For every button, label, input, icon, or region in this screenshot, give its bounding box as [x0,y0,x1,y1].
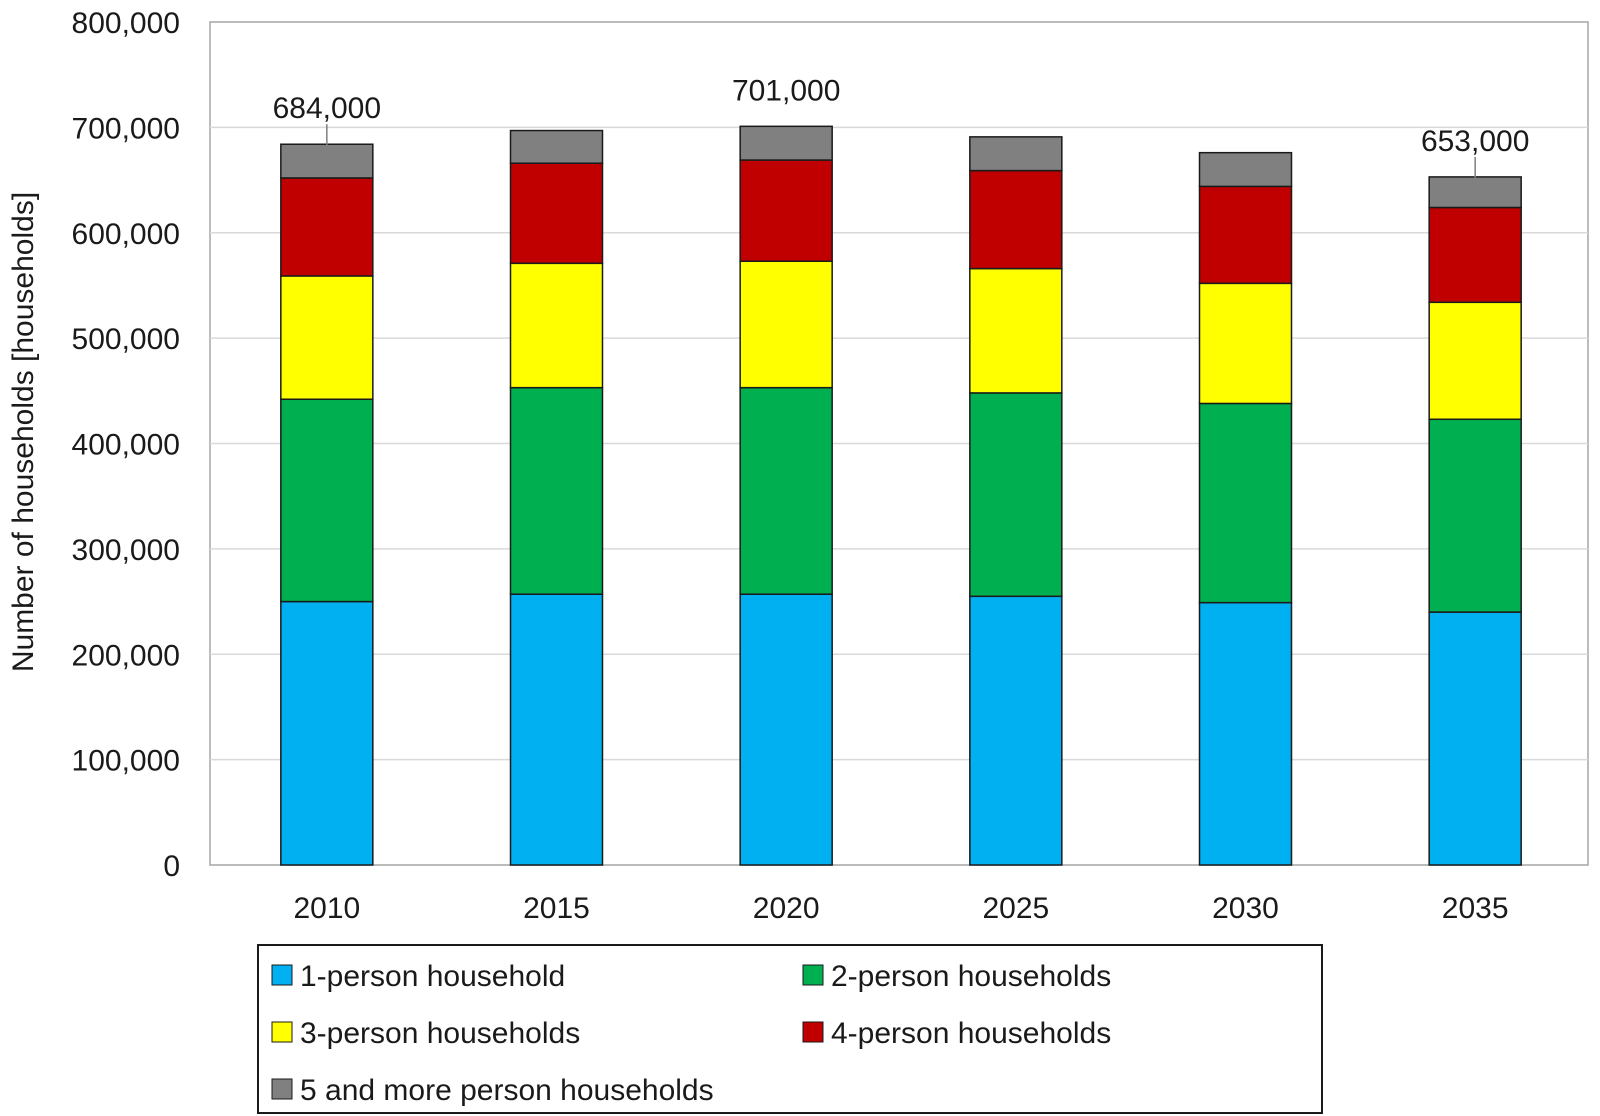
bar-segment-2030-series-2 [1198,402,1293,604]
y-tick-label: 100,000 [72,745,180,778]
legend-label-1: 1-person household [300,960,565,993]
bar-segment-2025-series-5 [969,136,1063,172]
bar-segment-2015-series-3 [509,262,604,389]
bar-segment-2025-series-4 [969,169,1063,270]
bar-segment-2030-series-1 [1198,601,1293,866]
y-tick-label: 500,000 [72,323,180,356]
legend-label-2: 2-person households [831,960,1111,993]
x-tick-label-2010: 2010 [293,892,360,925]
bar-segment-2010-series-1 [280,600,374,866]
bar-segment-2025-series-3 [969,267,1063,394]
bar-segment-2035-series-1 [1428,611,1522,866]
bar-segment-2020-series-5 [739,125,833,161]
x-tick-label-2025: 2025 [982,892,1049,925]
y-tick-label: 800,000 [72,7,180,40]
bar-segment-2010-series-3 [280,275,374,400]
bar-segment-2015-series-5 [509,129,604,164]
bar-segment-2010-series-4 [280,177,374,277]
legend: 1-person household 2-person households 3-p… [257,944,1323,1114]
legend-label-5: 5 and more person households [300,1074,714,1107]
bar-segment-2035-series-4 [1428,206,1522,304]
legend-label-4: 4-person households [831,1017,1111,1050]
legend-swatch-4 [802,1021,824,1043]
bar-segment-2030-series-5 [1198,151,1293,188]
legend-swatch-3 [271,1021,293,1043]
total-label-2035: 653,000 [1421,125,1529,158]
y-axis-title: Number of households [households] [7,192,40,672]
legend-swatch-1 [271,964,293,986]
bar-segment-2010-series-2 [280,398,374,603]
y-tick-label: 0 [163,850,180,883]
x-tick-label-2030: 2030 [1212,892,1279,925]
bar-segment-2020-series-4 [739,159,833,262]
legend-label-3: 3-person households [300,1017,580,1050]
bar-segment-2020-series-2 [739,386,833,595]
x-tick-label-2035: 2035 [1442,892,1509,925]
bar-segment-2015-series-1 [509,593,604,866]
legend-swatch-2 [802,964,824,986]
y-tick-label: 300,000 [72,534,180,567]
x-tick-label-2020: 2020 [753,892,820,925]
bar-segment-2025-series-1 [969,595,1063,866]
bar-segment-2015-series-4 [509,162,604,265]
bar-segment-2020-series-3 [739,260,833,389]
bar-segment-2010-series-5 [280,143,374,179]
bar-segment-2035-series-5 [1428,176,1522,209]
y-tick-label: 200,000 [72,639,180,672]
y-tick-label: 400,000 [72,429,180,462]
bar-segment-2025-series-2 [969,392,1063,598]
y-tick-label: 600,000 [72,218,180,251]
bar-segment-2030-series-4 [1198,185,1293,285]
bar-segment-2015-series-2 [509,386,604,595]
bar-segment-2035-series-2 [1428,418,1522,613]
total-label-2010: 684,000 [273,92,381,125]
x-tick-label-2015: 2015 [523,892,590,925]
total-label-2020: 701,000 [732,74,840,107]
bar-segment-2035-series-3 [1428,301,1522,421]
bar-segment-2020-series-1 [739,593,833,866]
legend-swatch-5 [271,1078,293,1100]
y-tick-label: 700,000 [72,112,180,145]
bar-segment-2030-series-3 [1198,282,1293,405]
legend-box [257,944,1323,1114]
